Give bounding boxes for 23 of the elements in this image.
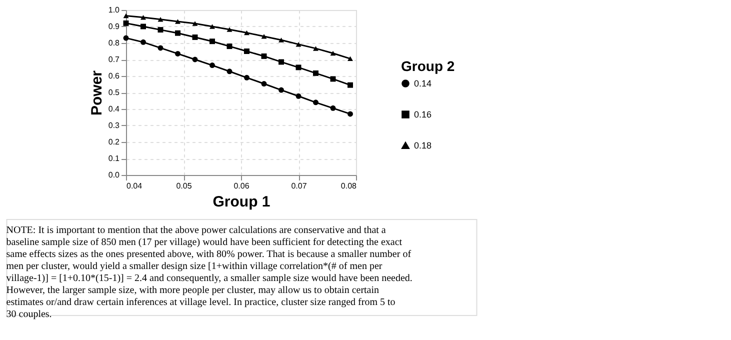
x-tick-label: 0.08 — [340, 182, 358, 190]
x-axis-title: Group 1 — [212, 194, 270, 210]
x-tick-label: 0.04 — [126, 182, 143, 190]
x-tick-label: 0.05 — [176, 182, 192, 190]
y-tick-label: 0.2 — [108, 138, 120, 146]
y-axis-title: Power — [88, 70, 106, 116]
legend-label: 0.14 — [414, 78, 432, 88]
y-tick-label: 0.9 — [108, 22, 120, 31]
y-tick-label: 0.0 — [108, 170, 120, 180]
y-tick-label: 0.5 — [108, 88, 120, 97]
y-tick-label: 1.0 — [108, 6, 120, 14]
legend-title: Group 2 — [401, 58, 455, 74]
text: NOTE: It is important to mention that the above power calculations are conservative and that a baseline sample size of 850 men (17 per village) would have been sufficient for detecting the exact same effects sizes as the ones presented above, with 80% power. That is because a smaller number of men per cluster, would yield a smaller design size [1+within village correlation*(# of men per village-1)] = [1+0.10*(15-1)] = 2.4 and consequently, a smaller sample size would have been needed. However, the larger sample size, with more people per cluster, may allow us to obtain certain estimates or/and draw certain inferences at village level. In practice, cluster size ranged from 5 to 30 couples. — [6, 225, 412, 320]
y-tick-label: 0.7 — [108, 55, 120, 64]
y-tick-label: 0.6 — [108, 72, 120, 80]
y-tick-label: 0.3 — [108, 121, 120, 130]
legend-label: 0.18 — [414, 140, 432, 150]
y-tick-label: 0.8 — [108, 38, 120, 48]
legend-label: 0.16 — [414, 110, 432, 120]
x-tick-label: 0.07 — [291, 182, 308, 190]
y-tick-label: 0.4 — [108, 104, 120, 114]
y-tick-label: 0.1 — [108, 154, 120, 163]
x-tick-label: 0.06 — [234, 182, 250, 190]
